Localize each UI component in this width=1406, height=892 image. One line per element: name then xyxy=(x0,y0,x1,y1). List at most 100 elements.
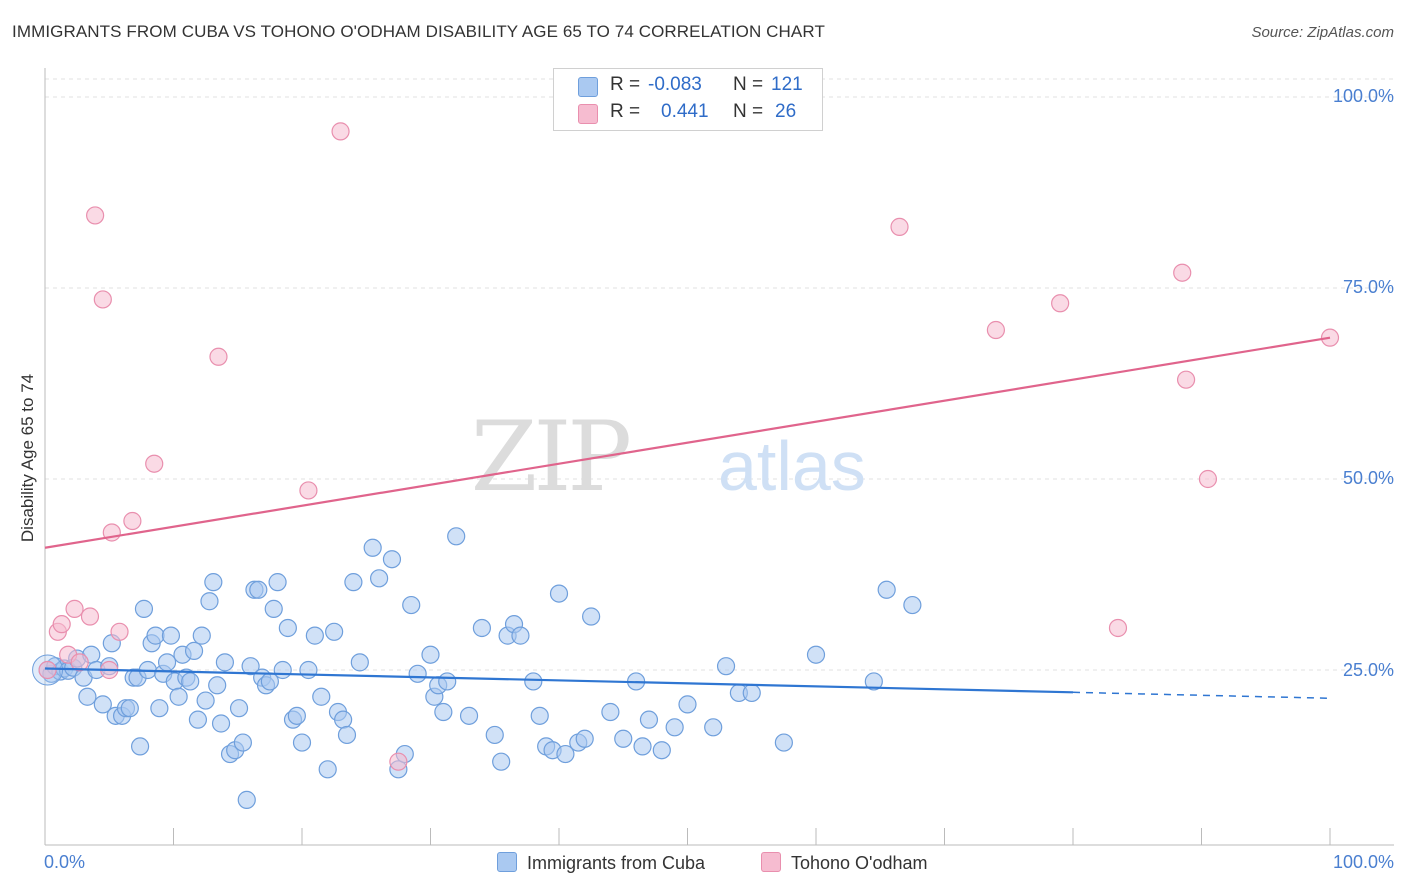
tohono-point-8 xyxy=(93,290,112,309)
cuba-point-60 xyxy=(287,706,306,725)
cuba-point-31 xyxy=(169,687,188,706)
cuba-point-82 xyxy=(434,702,453,722)
cuba-point-85 xyxy=(459,706,479,725)
bottom-legend-swatch-cuba xyxy=(497,852,517,872)
cuba-point-69 xyxy=(337,725,357,745)
cuba-point-68 xyxy=(334,710,353,729)
tohono-point-4 xyxy=(65,599,84,618)
cuba-point-48 xyxy=(237,790,256,809)
cuba-point-25 xyxy=(146,626,165,645)
cuba-point-39 xyxy=(200,592,219,611)
tohono-point-24 xyxy=(1198,469,1218,489)
cuba-point-18 xyxy=(120,699,139,718)
cuba-point-113 xyxy=(774,733,793,752)
cuba-point-77 xyxy=(402,595,421,615)
cuba-point-110 xyxy=(716,657,736,676)
bottom-legend-label-cuba: Immigrants from Cuba xyxy=(527,853,706,873)
cuba-point-63 xyxy=(305,626,324,645)
cuba-point-65 xyxy=(318,760,337,779)
cuba-point-108 xyxy=(678,695,697,714)
cuba-point-91 xyxy=(511,626,530,645)
tohono-trend-line-solid xyxy=(44,336,1331,549)
cuba-point-36 xyxy=(188,710,208,729)
cuba-point-83 xyxy=(438,672,457,691)
x-tick-100: 100.0% xyxy=(1332,852,1394,872)
tohono-point-0 xyxy=(38,660,57,680)
cuba-point-29 xyxy=(161,626,181,645)
tohono-point-7 xyxy=(86,206,105,225)
trend-lines xyxy=(44,336,1331,700)
tohono-point-5 xyxy=(70,653,89,672)
tohono-point-19 xyxy=(986,320,1006,340)
cuba-point-92 xyxy=(524,672,543,691)
x-tick-0: 0.0% xyxy=(44,852,86,872)
cuba-point-88 xyxy=(492,752,511,771)
tohono-point-13 xyxy=(145,454,164,473)
cuba-point-55 xyxy=(264,599,283,618)
cuba-point-56 xyxy=(268,573,287,592)
legend-swatch-tohono xyxy=(578,104,598,124)
chart-title: IMMIGRANTS FROM CUBA VS TOHONO O'ODHAM D… xyxy=(12,22,825,41)
cuba-point-72 xyxy=(363,538,382,557)
bottom-legend-swatch-tohono xyxy=(761,852,781,872)
cuba-point-57 xyxy=(273,660,292,680)
legend-r-value: 0.441 xyxy=(661,101,709,122)
tohono-point-18 xyxy=(890,217,909,236)
cuba-point-107 xyxy=(665,718,684,737)
tohono-point-16 xyxy=(331,122,350,141)
cuba-point-117 xyxy=(903,595,922,615)
cuba-point-62 xyxy=(299,660,318,680)
legend-r-label: R = xyxy=(610,101,641,122)
cuba-point-47 xyxy=(233,733,252,752)
tohono-point-12 xyxy=(123,511,142,531)
cuba-point-43 xyxy=(215,653,234,672)
bottom-legend-tohono: Tohono O'odham xyxy=(761,852,928,874)
series-tohono-points xyxy=(38,122,1340,771)
cuba-point-22 xyxy=(134,599,154,618)
cuba-point-41 xyxy=(208,676,227,695)
cuba-point-71 xyxy=(350,653,369,672)
cuba-point-96 xyxy=(549,584,569,603)
legend-n-value: 26 xyxy=(775,101,797,122)
y-tick-50: 50.0% xyxy=(1342,468,1394,488)
bottom-legend-cuba: Immigrants from Cuba xyxy=(497,852,705,874)
tohono-point-23 xyxy=(1176,370,1196,389)
cuba-point-99 xyxy=(575,729,594,748)
y-tick-75: 75.0% xyxy=(1342,277,1394,297)
legend-n-value: 121 xyxy=(771,74,803,95)
cuba-trend-line-solid xyxy=(44,667,1074,694)
cuba-point-86 xyxy=(472,618,491,638)
cuba-point-78 xyxy=(408,664,427,683)
cuba-point-116 xyxy=(877,580,896,599)
cuba-point-112 xyxy=(742,683,761,703)
cuba-trend-line-dashed xyxy=(1072,691,1331,700)
cuba-point-9 xyxy=(78,687,97,706)
cuba-point-97 xyxy=(556,744,575,764)
cuba-point-38 xyxy=(196,691,215,710)
axes xyxy=(44,68,1394,846)
cuba-point-79 xyxy=(421,645,440,664)
cuba-point-21 xyxy=(130,737,150,756)
tohono-point-6 xyxy=(80,607,100,626)
cuba-point-84 xyxy=(447,527,466,546)
watermark-atlas: atlas xyxy=(718,427,866,505)
legend-swatch-cuba xyxy=(578,77,598,97)
cuba-point-51 xyxy=(249,580,268,599)
tohono-point-22 xyxy=(1173,263,1192,282)
cuba-point-28 xyxy=(157,653,177,672)
legend-n-label: N = xyxy=(733,101,764,122)
series-cuba-points xyxy=(32,527,922,809)
cuba-point-49 xyxy=(241,657,260,676)
tohono-point-11 xyxy=(110,622,129,641)
cuba-point-64 xyxy=(312,687,331,706)
cuba-point-73 xyxy=(370,569,389,588)
cuba-point-105 xyxy=(639,710,659,729)
cuba-point-37 xyxy=(192,626,211,645)
cuba-point-106 xyxy=(652,741,671,760)
cuba-point-102 xyxy=(614,729,633,748)
y-tick-100: 100.0% xyxy=(1332,86,1394,106)
bottom-legend-label-tohono: Tohono O'odham xyxy=(791,853,928,873)
legend-r-label: R = xyxy=(610,74,641,95)
cuba-point-93 xyxy=(530,706,549,725)
